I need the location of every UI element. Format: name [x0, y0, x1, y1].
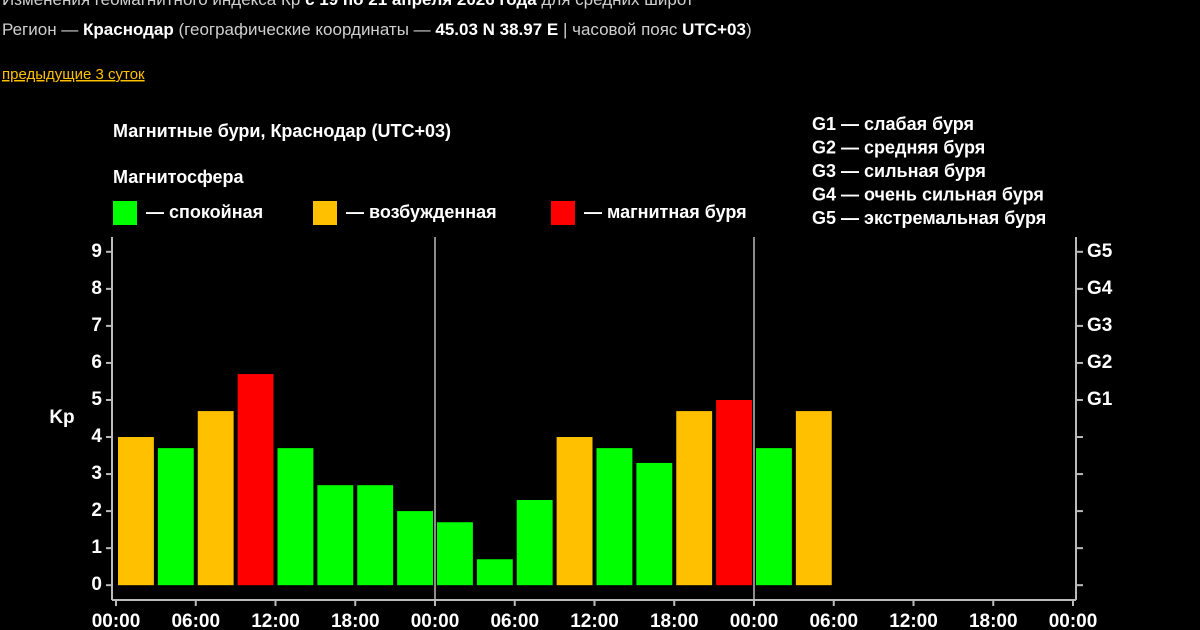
text: 45.03 N 38.97 E: [435, 20, 558, 39]
x-tick-label: 06:00: [171, 611, 220, 630]
bar: [277, 448, 314, 586]
bar: [476, 559, 513, 586]
y-tick-label: 1: [91, 537, 102, 558]
scale-legend-item: G2 — средняя буря: [812, 137, 985, 157]
text: Изменения геомагнитного индекса Кр: [2, 0, 305, 9]
x-tick-label: 18:00: [969, 611, 1018, 630]
legend-title: Магнитосфера: [113, 167, 245, 187]
bar: [197, 411, 234, 586]
text: Регион —: [2, 20, 83, 39]
bar: [317, 485, 354, 586]
text: | часовой пояс: [558, 20, 682, 39]
text: с 19 по 21 апреля 2026 года: [305, 0, 537, 9]
y-tick-label: 2: [91, 500, 102, 521]
y-tick-label: 9: [91, 241, 102, 262]
y-tick-label: 0: [91, 574, 102, 595]
scale-legend-item: G3 — сильная буря: [812, 161, 986, 181]
bar: [676, 411, 713, 586]
x-tick-label: 12:00: [889, 611, 938, 630]
bar: [357, 485, 394, 586]
text: (географические координаты —: [174, 20, 436, 39]
x-tick-label: 00:00: [730, 611, 779, 630]
y-tick-label: 8: [91, 278, 102, 299]
text: для средних широт: [537, 0, 694, 9]
bar: [756, 448, 792, 586]
bar: [118, 437, 154, 586]
legend-swatch: [313, 201, 337, 225]
y-tick-label: 4: [91, 426, 102, 447]
bar: [157, 448, 194, 586]
y-tick-label: 6: [91, 352, 102, 373]
text: ): [746, 20, 752, 39]
y2-tick-label: G1: [1087, 389, 1113, 410]
chart-title: Магнитные бури, Краснодар (UTC+03): [113, 121, 451, 141]
x-tick-label: 12:00: [251, 611, 300, 630]
bar: [397, 511, 433, 586]
legend-swatch: [551, 201, 575, 225]
bar: [716, 399, 752, 586]
y2-tick-label: G4: [1087, 278, 1113, 299]
bar: [516, 499, 553, 586]
bar: [636, 462, 673, 586]
x-tick-label: 18:00: [650, 611, 699, 630]
y2-tick-label: G5: [1087, 241, 1113, 262]
bar: [795, 411, 832, 586]
y2-tick-label: G3: [1087, 315, 1112, 336]
legend-swatch: [113, 201, 137, 225]
bar: [556, 437, 593, 586]
scale-legend-item: G5 — экстремальная буря: [812, 208, 1046, 228]
y2-tick-label: G2: [1087, 352, 1112, 373]
period-line: Изменения геомагнитного индекса Кр с 19 …: [2, 0, 694, 9]
x-tick-label: 12:00: [570, 611, 619, 630]
x-tick-label: 18:00: [331, 611, 380, 630]
legend-label: — магнитная буря: [584, 202, 747, 222]
y-tick-label: 7: [91, 315, 102, 336]
legend-label: — возбужденная: [346, 202, 497, 222]
y-axis-label: Kp: [49, 407, 74, 428]
scale-legend-item: G1 — слабая буря: [812, 114, 974, 134]
x-tick-label: 00:00: [1049, 611, 1098, 630]
legend-label: — спокойная: [146, 202, 263, 222]
x-tick-label: 06:00: [809, 611, 858, 630]
y-tick-label: 5: [91, 389, 102, 410]
prev-link[interactable]: предыдущие 3 суток: [2, 66, 145, 83]
x-tick-label: 00:00: [92, 611, 141, 630]
x-tick-label: 06:00: [490, 611, 539, 630]
text: Краснодар: [83, 20, 174, 39]
bar: [437, 522, 473, 586]
scale-legend-item: G4 — очень сильная буря: [812, 184, 1044, 204]
bar: [237, 374, 274, 586]
y-tick-label: 3: [91, 463, 102, 484]
region-line: Регион — Краснодар (географические коорд…: [2, 20, 752, 39]
x-tick-label: 00:00: [411, 611, 460, 630]
text: UTC+03: [682, 20, 746, 39]
bar: [596, 448, 633, 586]
